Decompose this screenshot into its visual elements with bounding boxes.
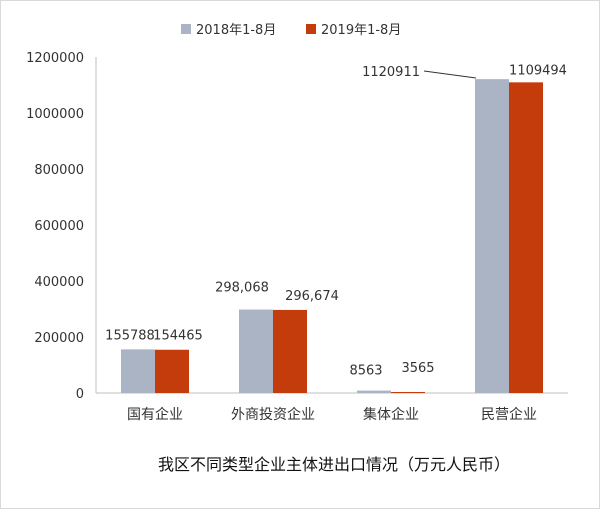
data-label: 298,068 [215,281,269,296]
data-label: 1109494 [509,63,567,78]
bar-2019-2 [391,392,425,393]
legend-swatch-2018 [181,24,191,34]
bar-2018-3 [475,79,509,393]
y-axis-tick-labels: 0 200000 400000 600000 800000 1000000 1200000 [26,51,84,402]
y-tick-label: 800000 [34,163,84,178]
bar-2019-0 [155,349,189,393]
category-label: 国有企业 [127,406,183,423]
data-label: 155788 [105,328,155,343]
data-label: 296,674 [285,289,339,304]
category-label: 民营企业 [481,406,537,423]
bar-2018-1 [239,309,273,393]
bar-2018-2 [357,390,391,393]
data-label: 8563 [349,364,382,379]
y-tick-label: 1200000 [26,51,84,66]
x-axis-category-labels: 国有企业 外商投资企业 集体企业 民营企业 [127,406,537,423]
legend-label-2018: 2018年1-8月 [196,23,276,38]
data-label: 154465 [153,329,203,344]
bar-2019-3 [509,82,543,394]
y-tick-label: 600000 [34,219,84,234]
bar-2019-1 [273,309,307,393]
bars-group [121,79,543,394]
y-tick-label: 200000 [34,331,84,346]
legend: 2018年1-8月 2019年1-8月 [181,23,401,38]
category-label: 外商投资企业 [231,406,315,423]
category-label: 集体企业 [363,406,419,423]
leader-line [423,70,477,79]
bar-2018-0 [121,349,155,393]
y-tick-label: 1000000 [26,107,84,122]
legend-label-2019: 2019年1-8月 [321,23,401,38]
chart-caption: 我区不同类型企业主体进出口情况（万元人民币） [158,455,510,474]
y-tick-label: 0 [76,387,84,402]
data-label: 1120911 [362,65,420,80]
data-label: 3565 [401,361,434,376]
legend-swatch-2019 [306,24,316,34]
y-tick-label: 400000 [34,275,84,290]
